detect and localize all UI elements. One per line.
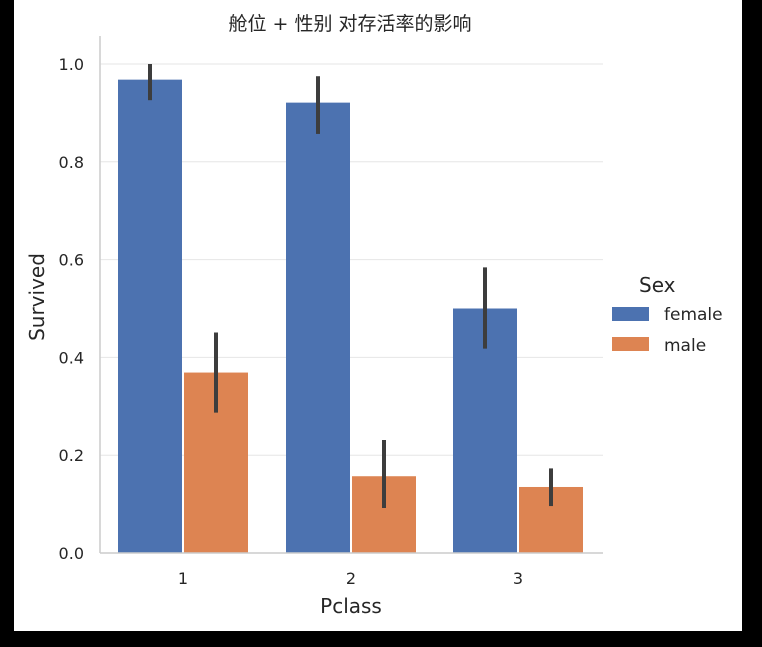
bar-female-pclass-3 bbox=[453, 308, 517, 553]
x-tick-labels: 1 2 3 bbox=[178, 569, 523, 588]
error-bars bbox=[148, 64, 553, 509]
x-tick-label: 3 bbox=[513, 569, 523, 588]
legend-label-female: female bbox=[664, 305, 723, 325]
y-axis-label: Survived bbox=[25, 253, 49, 341]
chart-title: 舱位 + 性别 对存活率的影响 bbox=[228, 13, 471, 35]
x-axis-label: Pclass bbox=[320, 594, 382, 618]
x-tick-label: 1 bbox=[178, 569, 188, 588]
legend-swatch-male bbox=[612, 337, 649, 351]
watermark-text: 掘金技术社区 @ 王小菲 bbox=[538, 601, 740, 623]
legend-label-male: male bbox=[664, 336, 706, 356]
y-tick-labels: 0.0 0.2 0.4 0.6 0.8 1.0 bbox=[59, 55, 84, 563]
grid-lines bbox=[100, 63, 603, 456]
y-tick-label: 0.2 bbox=[59, 446, 84, 465]
y-tick-label: 1.0 bbox=[59, 55, 84, 74]
bar-chart: 舱位 + 性别 对存活率的影响 0.0 0.2 0.4 0.6 0.8 1.0 1 2 3 P… bbox=[25, 13, 723, 618]
y-tick-label: 0.6 bbox=[59, 251, 84, 270]
bar-female-pclass-1 bbox=[118, 79, 182, 553]
y-tick-label: 0.8 bbox=[59, 153, 84, 172]
y-tick-label: 0.4 bbox=[59, 348, 84, 367]
bar-female-pclass-2 bbox=[286, 102, 350, 554]
chart-canvas: 舱位 + 性别 对存活率的影响 0.0 0.2 0.4 0.6 0.8 1.0 1 2 3 P… bbox=[14, 0, 742, 631]
x-tick-label: 2 bbox=[346, 569, 356, 588]
y-tick-label: 0.0 bbox=[59, 544, 84, 563]
legend-swatch-female bbox=[612, 307, 649, 321]
legend-title: Sex bbox=[639, 273, 676, 297]
legend: Sex female male bbox=[612, 273, 723, 356]
